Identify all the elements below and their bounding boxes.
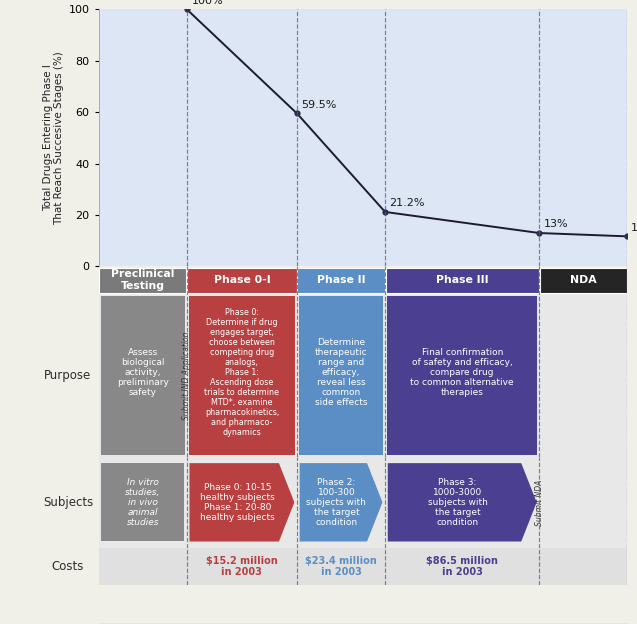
Polygon shape [299,463,382,542]
Text: 13%: 13% [544,219,568,229]
Text: Final confirmation
of safety and efficacy,
compare drug
to common alternative
th: Final confirmation of safety and efficac… [410,348,514,397]
Text: 59.5%: 59.5% [301,100,337,110]
FancyBboxPatch shape [299,296,383,455]
Text: Submit NDA: Submit NDA [535,479,544,525]
Polygon shape [388,463,537,542]
Text: NDA: NDA [570,275,597,285]
FancyBboxPatch shape [297,268,385,293]
Text: Preclinical
Testing: Preclinical Testing [111,269,175,291]
Text: Phase 2:
100-300
subjects with
the target
condition: Phase 2: 100-300 subjects with the targe… [306,478,366,527]
Text: $23.4 million
in 2003: $23.4 million in 2003 [305,556,377,577]
Text: Assess
biological
activity,
preliminary
safety: Assess biological activity, preliminary … [117,348,169,397]
FancyBboxPatch shape [387,296,537,455]
Text: Phase 0-I: Phase 0-I [213,275,270,285]
Text: Subjects: Subjects [43,496,93,509]
Text: Purpose: Purpose [44,369,92,382]
Text: Phase II: Phase II [317,275,366,285]
Text: In vitro
studies,
in vivo
animal
studies: In vitro studies, in vivo animal studies [125,478,161,527]
Text: 100%: 100% [192,0,224,6]
FancyBboxPatch shape [99,457,627,548]
Text: Phase 3:
1000-3000
subjects with
the target
condition: Phase 3: 1000-3000 subjects with the tar… [427,478,487,527]
FancyBboxPatch shape [385,268,539,293]
Polygon shape [189,463,294,542]
Y-axis label: Total Drugs Entering Phase I
That Reach Succesive Stages (%): Total Drugs Entering Phase I That Reach … [43,51,64,225]
FancyBboxPatch shape [101,463,184,542]
Text: Costs: Costs [52,560,84,573]
FancyBboxPatch shape [189,296,295,455]
FancyBboxPatch shape [187,268,297,293]
Text: Phase III: Phase III [436,275,489,285]
Text: 11.7%: 11.7% [631,223,637,233]
Text: Determine
therapeutic
range and
efficacy,
reveal less
common
side effects: Determine therapeutic range and efficacy… [315,338,368,407]
Text: Submit IND Application: Submit IND Application [182,331,191,420]
FancyBboxPatch shape [99,548,627,585]
Text: $86.5 million
in 2003: $86.5 million in 2003 [426,556,498,577]
FancyBboxPatch shape [540,268,627,293]
Text: $15.2 million
in 2003: $15.2 million in 2003 [206,556,278,577]
Text: Phase 0: 10-15
healthy subjects
Phase 1: 20-80
healthy subjects: Phase 0: 10-15 healthy subjects Phase 1:… [200,483,275,522]
FancyBboxPatch shape [99,268,187,293]
Text: Phase 0:
Determine if drug
engages target,
choose between
competing drug
analogs: Phase 0: Determine if drug engages targe… [204,308,280,437]
FancyBboxPatch shape [101,296,185,455]
FancyBboxPatch shape [99,295,627,457]
Text: 21.2%: 21.2% [389,198,425,208]
